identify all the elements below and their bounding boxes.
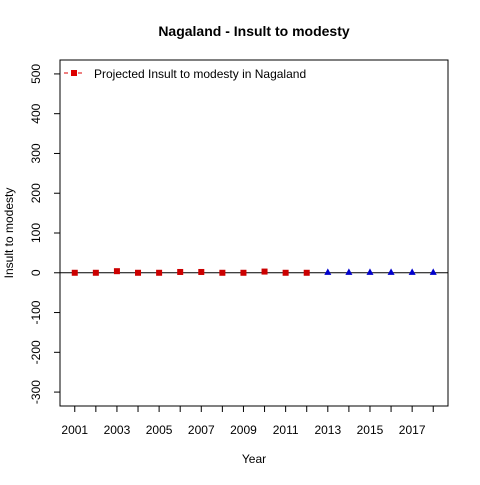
y-tick-label: 300 <box>29 143 43 163</box>
legend-marker <box>71 70 77 76</box>
legend-label: Projected Insult to modesty in Nagaland <box>94 67 306 81</box>
y-tick-label: 200 <box>29 183 43 203</box>
data-point-square <box>198 268 205 275</box>
data-point-square <box>282 269 289 276</box>
x-tick-label: 2009 <box>230 423 257 437</box>
data-point-square <box>240 269 247 276</box>
data-point-square <box>261 268 268 275</box>
y-tick-label: 0 <box>29 269 43 276</box>
x-tick-label: 2001 <box>61 423 88 437</box>
data-point-square <box>156 269 163 276</box>
x-tick-label: 2013 <box>314 423 341 437</box>
x-tick-label: 2005 <box>146 423 173 437</box>
y-tick-label: 400 <box>29 103 43 123</box>
data-point-square <box>303 269 310 276</box>
data-point-square <box>71 269 78 276</box>
data-point-square <box>92 269 99 276</box>
data-point-triangle <box>387 268 395 275</box>
x-tick-label: 2003 <box>104 423 131 437</box>
data-point-triangle <box>366 268 374 275</box>
y-tick-label: -300 <box>29 380 43 404</box>
x-tick-label: 2011 <box>273 423 299 437</box>
data-point-square <box>113 268 120 275</box>
plot-frame <box>59 59 449 407</box>
y-axis-label: Insult to modesty <box>2 188 16 279</box>
x-tick-label: 2015 <box>357 423 384 437</box>
y-tick-label: -100 <box>29 300 43 324</box>
plot-area: 2001 2003 2005 2007 2009 2011 2013 2015 2017 -300… <box>29 59 449 437</box>
y-tick-label: 100 <box>29 223 43 243</box>
y-tick-label: 500 <box>29 64 43 84</box>
chart-title: Nagaland - Insult to modesty <box>158 23 350 39</box>
x-tick-label: 2017 <box>399 423 426 437</box>
x-axis-label: Year <box>242 452 266 466</box>
data-point-triangle <box>429 268 437 275</box>
y-tick-label: -200 <box>29 340 43 364</box>
data-point-triangle <box>408 268 416 275</box>
data-point-triangle <box>345 268 353 275</box>
data-point-square <box>135 269 142 276</box>
data-point-triangle <box>324 268 332 275</box>
data-point-square <box>177 268 184 275</box>
data-point-square <box>219 269 226 276</box>
x-tick-label: 2007 <box>188 423 215 437</box>
